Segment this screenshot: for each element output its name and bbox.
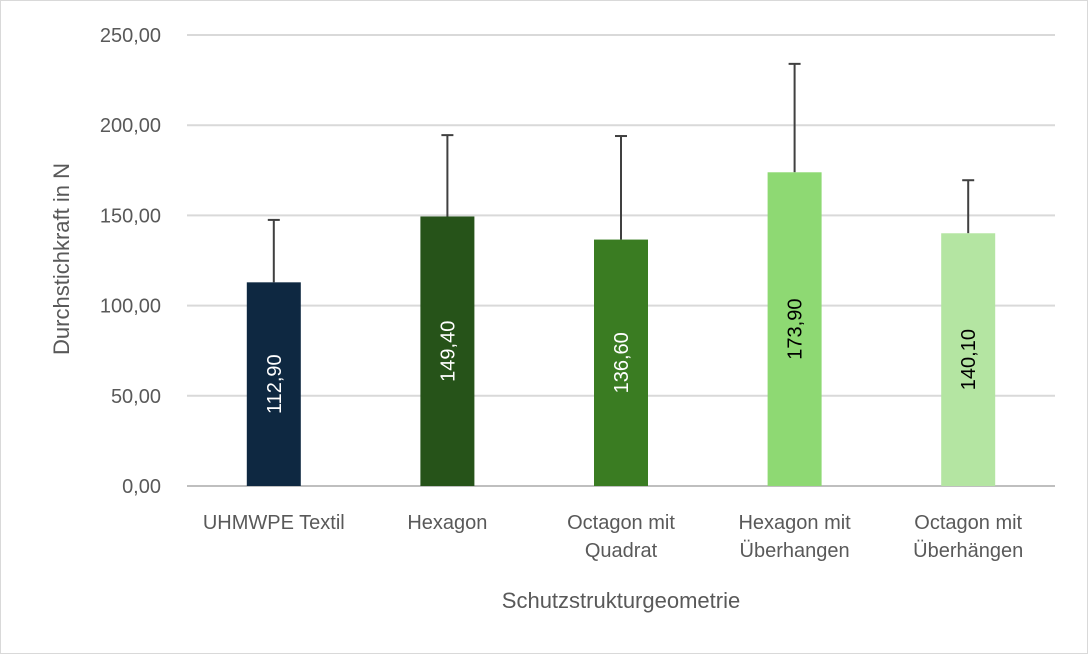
x-tick-label: Octagon mit Quadrat — [567, 512, 675, 562]
bar — [941, 233, 996, 486]
data-label: 140,10 — [958, 329, 980, 390]
bar — [420, 216, 475, 486]
x-tick-label: Hexagon — [407, 512, 487, 534]
data-label: 136,60 — [611, 332, 633, 393]
x-tick-label: Hexagon mit Überhangen — [738, 512, 851, 562]
x-axis-categories: UHMWPE Textil Hexagon Octagon mit Quadrat He… — [203, 512, 1023, 562]
bar — [594, 239, 648, 486]
bar — [246, 282, 301, 486]
y-tick-label: 50,00 — [111, 386, 161, 408]
data-label: 112,90 — [264, 354, 286, 414]
y-tick-label: 0,00 — [122, 476, 161, 498]
data-label: 149,40 — [437, 321, 459, 382]
data-labels: 112,90 149,40 136,60 173,90 140,10 — [264, 299, 980, 414]
y-tick-label: 250,00 — [100, 25, 161, 47]
x-tick-label: Octagon mit Überhängen — [913, 512, 1023, 562]
bar — [767, 172, 822, 486]
y-tick-label: 100,00 — [100, 296, 161, 318]
data-label: 173,90 — [785, 299, 807, 360]
y-tick-label: 150,00 — [100, 205, 161, 227]
x-tick-label: UHMWPE Textil — [203, 512, 345, 534]
bars — [246, 172, 996, 486]
x-axis-title: Schutzstrukturgeometrie — [502, 588, 740, 613]
error-bars — [267, 62, 975, 283]
y-axis-ticks: 0,00 50,00 100,00 150,00 200,00 250,00 — [100, 25, 161, 498]
y-axis-title: Durchstichkraft in N — [49, 163, 74, 355]
y-tick-label: 200,00 — [100, 115, 161, 137]
